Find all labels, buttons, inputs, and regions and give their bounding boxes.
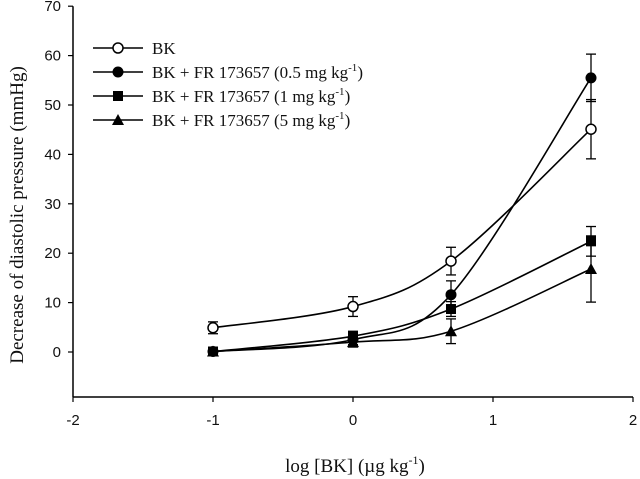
open-circle-marker	[112, 42, 124, 54]
legend-item: BK + FR 173657 (5 mg kg-1)	[93, 110, 350, 130]
legend-item: BK	[93, 39, 176, 58]
y-tick-label: 10	[44, 295, 61, 312]
filled-triangle-marker	[207, 345, 219, 357]
x-tick-label: 1	[489, 412, 497, 429]
open-circle-marker	[585, 123, 597, 135]
x-tick-label: 2	[629, 412, 637, 429]
open-circle-marker	[445, 255, 457, 267]
legend-item: BK + FR 173657 (0.5 mg kg-1)	[93, 62, 363, 82]
y-tick-label: 50	[44, 97, 61, 114]
series-line	[212, 240, 592, 353]
filled-circle-marker	[445, 289, 457, 301]
filled-square-marker	[113, 91, 123, 101]
legend-label: BK + FR 173657 (5 mg kg-1)	[152, 110, 350, 130]
legend-label: BK	[152, 39, 176, 58]
x-tick-label: 0	[349, 412, 357, 429]
legend: BK BK + FR 173657 (0.5 mg kg-1) BK + FR 17…	[93, 39, 363, 130]
filled-triangle-marker	[112, 114, 124, 125]
open-circle-marker	[207, 322, 219, 334]
legend-label: BK + FR 173657 (1 mg kg-1)	[152, 86, 350, 106]
y-tick-label: 40	[44, 146, 61, 163]
y-tick-label: 0	[53, 344, 61, 361]
open-circle-marker	[347, 300, 359, 313]
filled-triangle-marker	[347, 336, 359, 348]
y-axis-title: Decrease of diastolic pressure (mmHg)	[7, 66, 28, 364]
series-filled-triangle	[207, 235, 597, 357]
x-tick-label: -1	[206, 412, 219, 429]
y-tick-label: 30	[44, 196, 61, 213]
y-tick-label: 20	[44, 245, 61, 262]
axes: 0 10 20 30 40 50 60 70 -2 -1 0 1 2	[44, 0, 637, 429]
data-series	[207, 53, 597, 358]
legend-item: BK + FR 173657 (1 mg kg-1)	[93, 86, 350, 106]
filled-triangle-marker	[445, 325, 457, 337]
filled-triangle-marker	[585, 263, 597, 275]
filled-circle-marker	[585, 72, 597, 84]
x-tick-label: -2	[66, 412, 79, 429]
y-tick-label: 60	[44, 48, 61, 65]
filled-square-marker	[446, 304, 456, 315]
series-line	[212, 268, 592, 353]
legend-label: BK + FR 173657 (0.5 mg kg-1)	[152, 62, 363, 82]
y-tick-label: 70	[44, 0, 61, 15]
series-line	[212, 128, 592, 329]
x-axis-title: log [BK] (µg kg-1)	[285, 453, 425, 477]
series-open-circle	[207, 98, 597, 335]
filled-circle-marker	[112, 66, 124, 78]
